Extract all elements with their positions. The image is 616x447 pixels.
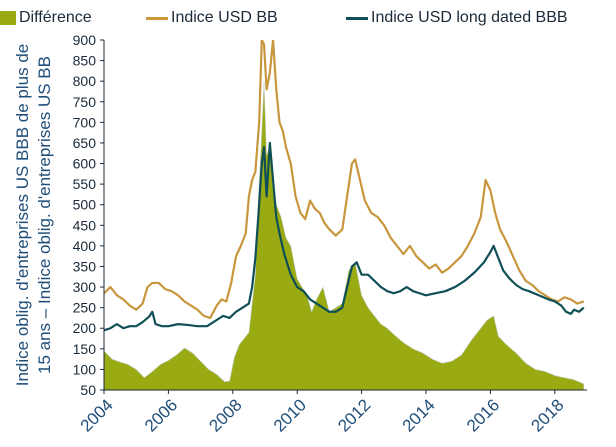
y-tick-label: 500 <box>73 197 97 213</box>
legend-swatch-usd-bb <box>146 16 168 20</box>
y-tick-label: 300 <box>73 279 97 295</box>
legend-item-long-dated-bbb: Indice USD long dated BBB <box>346 8 568 28</box>
y-tick-label: 250 <box>73 300 97 316</box>
y-axis-label-line-2: 15 ans – Indice oblig. d'entreprises US … <box>35 56 54 374</box>
y-tick-label: 650 <box>73 135 97 151</box>
x-tick-label: 2008 <box>205 395 245 435</box>
x-tick-label: 2016 <box>463 395 503 435</box>
legend-swatch-long-dated-bbb <box>346 16 368 20</box>
y-tick-label: 200 <box>73 320 97 336</box>
x-tick-label: 2018 <box>527 395 567 435</box>
y-tick-label: 900 <box>73 32 97 48</box>
x-tick-label: 2006 <box>141 395 181 435</box>
legend-label-difference: Différence <box>19 9 92 26</box>
x-tick-label: 2012 <box>334 395 374 435</box>
legend-item-usd-bb: Indice USD BB <box>146 8 278 28</box>
series-layer <box>104 40 585 390</box>
y-tick-label: 700 <box>73 114 97 130</box>
y-tick-label: 150 <box>73 341 97 357</box>
legend-label-usd-bb: Indice USD BB <box>171 9 278 26</box>
y-tick-label: 350 <box>73 258 97 274</box>
y-tick-label: 50 <box>80 382 96 398</box>
series-0-area <box>104 81 585 390</box>
x-tick-label: 2010 <box>270 395 310 435</box>
y-tick-label: 100 <box>73 361 97 377</box>
y-tick-label: 550 <box>73 176 97 192</box>
x-tick-label: 2004 <box>77 395 117 435</box>
axis-layer: 50 100 150 200 250 300 350 400 450 500 550 600 650 70… <box>73 32 587 436</box>
y-tick-label: 800 <box>73 73 97 89</box>
series-2-line <box>104 141 585 332</box>
legend-label-long-dated-bbb: Indice USD long dated BBB <box>371 9 568 26</box>
y-tick-label: 450 <box>73 217 97 233</box>
legend-swatch-difference <box>0 11 16 25</box>
y-tick-label: 400 <box>73 238 97 254</box>
series-1-line <box>104 40 585 320</box>
x-tick-label: 2014 <box>399 395 439 435</box>
legend-item-difference: Différence <box>0 8 92 28</box>
y-tick-label: 600 <box>73 156 97 172</box>
y-tick-label: 750 <box>73 94 97 110</box>
y-axis-label-line-1: Indice oblig. d'entreprises US BBB de pl… <box>13 44 32 387</box>
y-tick-label: 850 <box>73 53 97 69</box>
